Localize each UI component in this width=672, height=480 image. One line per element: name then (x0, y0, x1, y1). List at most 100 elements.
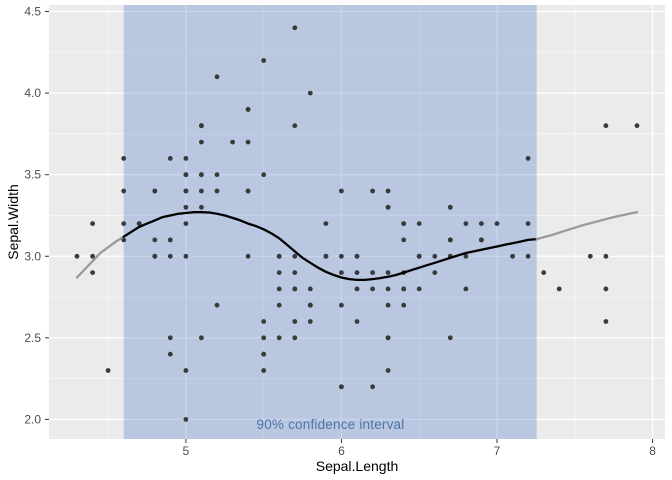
data-point (370, 188, 375, 194)
data-point (276, 335, 282, 341)
data-point (385, 286, 391, 292)
data-point (307, 90, 313, 96)
data-point (603, 123, 609, 129)
data-point (167, 253, 173, 259)
data-point (167, 156, 173, 161)
smooth-line-outside (75, 235, 125, 279)
data-point (634, 123, 640, 129)
data-point (354, 286, 360, 292)
data-point (401, 237, 407, 243)
data-point (432, 270, 438, 275)
data-point (167, 237, 173, 243)
data-point (339, 302, 344, 308)
data-point (323, 221, 329, 227)
data-point (587, 253, 593, 259)
data-point (385, 270, 391, 275)
data-point (556, 286, 562, 292)
data-point (152, 237, 158, 243)
data-point (292, 286, 298, 292)
data-point (121, 188, 127, 194)
data-point (292, 25, 298, 31)
data-point (447, 237, 453, 243)
data-point (245, 107, 251, 112)
data-point (152, 253, 158, 259)
data-point (214, 302, 220, 308)
data-point (541, 270, 547, 275)
y-axis-title: Sepal.Width (5, 184, 21, 260)
data-point (603, 253, 609, 259)
data-point (199, 204, 204, 210)
data-point (603, 286, 609, 292)
data-point (199, 123, 204, 129)
data-point (307, 286, 313, 292)
data-point (183, 253, 189, 259)
data-point (245, 188, 251, 194)
data-point (447, 204, 453, 210)
smooth-line-inside (122, 211, 538, 282)
data-point (354, 253, 360, 259)
data-point (245, 253, 251, 259)
data-point (339, 384, 344, 390)
data-point (447, 335, 453, 341)
data-point (183, 188, 189, 194)
x-axis-title: Sepal.Length (315, 458, 399, 474)
y-tick-label: 4.0 (24, 86, 41, 100)
data-point (385, 204, 391, 210)
data-point (261, 172, 267, 178)
data-point (261, 335, 267, 341)
y-tick-label: 3.0 (24, 249, 41, 263)
data-point (292, 123, 298, 129)
x-tick-label: 8 (649, 444, 656, 458)
data-point (401, 286, 407, 292)
x-tick-label: 6 (338, 444, 345, 458)
data-point (370, 384, 375, 390)
data-point (385, 368, 391, 373)
data-point (136, 221, 142, 227)
data-point (183, 221, 189, 227)
data-point (525, 221, 531, 227)
data-point (214, 74, 220, 80)
data-point (230, 139, 236, 145)
data-point (183, 156, 189, 161)
data-point (370, 286, 375, 292)
data-point (494, 221, 500, 227)
data-point (199, 139, 204, 145)
data-point (261, 351, 267, 357)
data-point (416, 221, 422, 227)
data-point (183, 204, 189, 210)
data-point (416, 286, 422, 292)
data-point (261, 368, 267, 373)
x-tick-label: 5 (183, 444, 190, 458)
data-point (432, 253, 438, 259)
data-point (416, 253, 422, 259)
data-point (525, 253, 531, 259)
data-point (479, 221, 484, 227)
data-point (152, 188, 158, 194)
data-point (214, 172, 220, 178)
smooth-line-outside (535, 211, 639, 241)
data-point (183, 172, 189, 178)
x-tick-label: 7 (494, 444, 501, 458)
data-point (385, 188, 391, 194)
data-point (370, 270, 375, 275)
data-point (463, 253, 469, 259)
data-point (339, 270, 344, 275)
data-point (199, 188, 204, 194)
data-point (463, 221, 469, 227)
data-point (183, 417, 189, 422)
data-point (292, 270, 298, 275)
data-point (339, 253, 344, 259)
y-tick-label: 2.5 (24, 331, 41, 345)
data-point (121, 221, 127, 227)
data-point (214, 188, 220, 194)
data-point (74, 253, 80, 259)
data-point (183, 368, 189, 373)
data-point (276, 270, 282, 275)
data-point (307, 302, 313, 308)
data-point (525, 156, 531, 161)
data-point (603, 319, 609, 324)
data-point (510, 253, 515, 259)
data-point (292, 253, 298, 259)
data-point (323, 253, 329, 259)
